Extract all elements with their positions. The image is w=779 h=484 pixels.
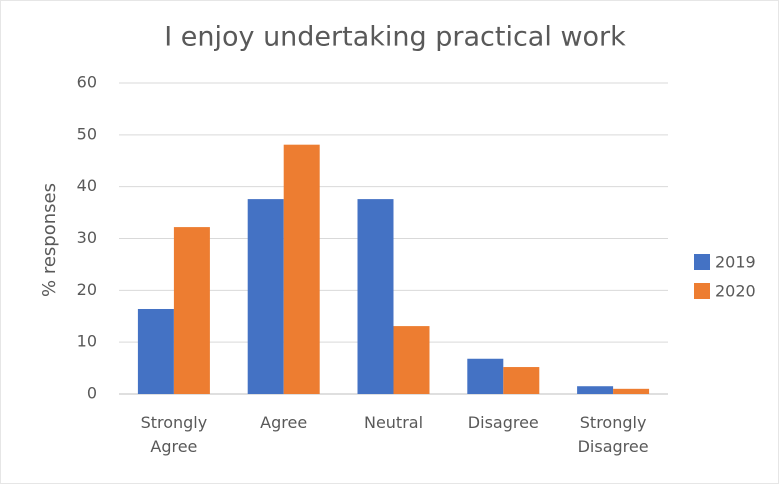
bar xyxy=(137,308,174,394)
bar xyxy=(173,227,210,394)
bar xyxy=(393,326,430,394)
chart-title: I enjoy undertaking practical work xyxy=(164,22,626,53)
x-tick-label: Strongly Disagree xyxy=(577,413,649,456)
bar xyxy=(467,358,504,394)
y-tick-label: 30 xyxy=(77,228,97,247)
bar xyxy=(613,388,650,394)
x-tick-label: Disagree xyxy=(467,413,539,432)
legend-label: 2019 xyxy=(715,253,756,272)
x-tick-label: Agree xyxy=(260,413,308,432)
bar xyxy=(357,199,394,394)
bar xyxy=(247,199,284,394)
bar xyxy=(283,144,320,394)
x-tick-label: Neutral xyxy=(363,413,424,432)
legend-label: 2020 xyxy=(715,282,756,301)
y-tick-label: 10 xyxy=(77,332,97,351)
bar xyxy=(577,386,614,394)
bar xyxy=(503,367,540,394)
y-tick-label: 60 xyxy=(77,73,97,92)
y-tick-label: 50 xyxy=(77,124,97,143)
y-tick-label: 40 xyxy=(77,176,97,195)
y-axis-label: % responses xyxy=(39,183,60,297)
legend-swatch xyxy=(694,254,710,270)
x-tick-label: Strongly Agree xyxy=(140,413,208,456)
legend-swatch xyxy=(694,283,710,299)
y-tick-label: 0 xyxy=(87,384,97,403)
y-tick-label: 20 xyxy=(77,280,97,299)
